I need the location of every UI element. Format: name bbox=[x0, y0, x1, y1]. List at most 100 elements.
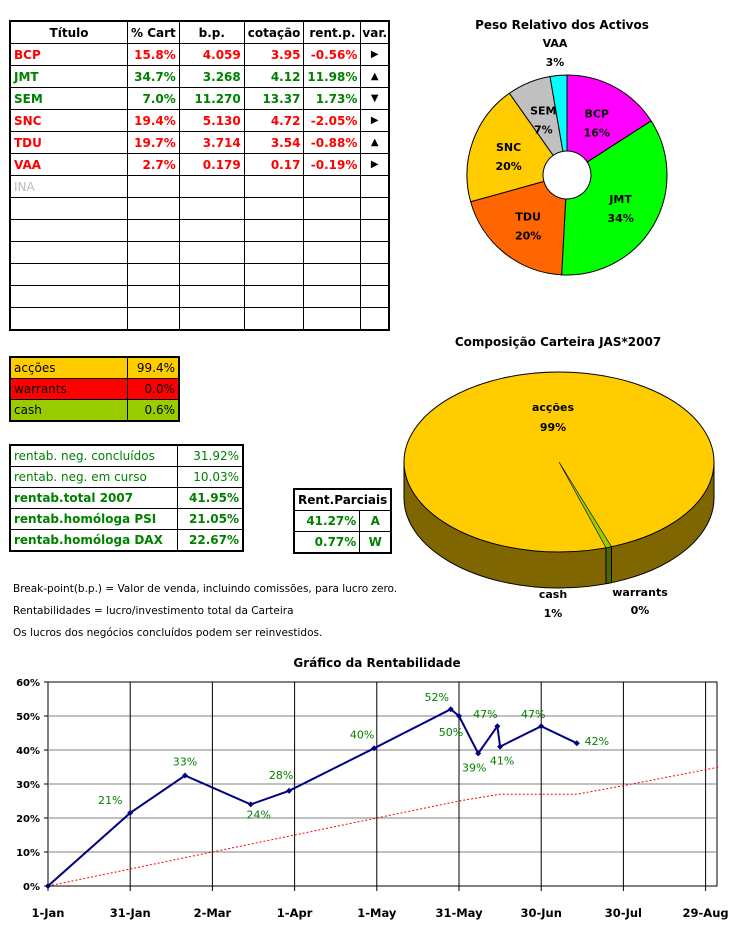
line-title: Gráfico da Rentabilidade bbox=[293, 656, 460, 670]
pie3d-percent-accoes: 99% bbox=[540, 421, 566, 434]
x-tick-label: 31-Jan bbox=[110, 906, 151, 920]
x-tick-label: 2-Mar bbox=[194, 906, 232, 920]
cell-titulo: JMT bbox=[9, 65, 128, 88]
allocation-label: cash bbox=[9, 399, 128, 422]
empty-cell bbox=[178, 307, 245, 331]
data-point-marker bbox=[45, 883, 51, 889]
donut-percent: 16% bbox=[584, 127, 610, 140]
cell-rent: -2.05% bbox=[303, 109, 362, 132]
col-cart: % Cart bbox=[127, 20, 180, 44]
x-tick-label: 29-Aug bbox=[683, 906, 729, 920]
y-tick-label: 40% bbox=[16, 746, 40, 757]
x-tick-label: 30-Jul bbox=[605, 906, 642, 920]
empty-row bbox=[9, 219, 390, 242]
pie3d-title: Composição Carteira JAS*2007 bbox=[455, 335, 661, 349]
donut-percent: 7% bbox=[534, 124, 553, 137]
x-tick-label: 31-May bbox=[435, 906, 483, 920]
returns-value: 31.92% bbox=[177, 444, 244, 467]
cell-rent: -0.56% bbox=[303, 43, 362, 66]
donut-label: JMT bbox=[608, 193, 632, 206]
donut-slice-snc bbox=[466, 92, 554, 203]
allocation-row: acções 99.4% bbox=[9, 356, 180, 379]
donut-percent: 3% bbox=[546, 56, 565, 69]
donut-slice-vaa bbox=[549, 74, 568, 152]
x-tick-label: 1-Apr bbox=[277, 906, 313, 920]
returns-label: rentab.homóloga PSI bbox=[9, 508, 178, 530]
holding-row: INA bbox=[9, 175, 390, 198]
data-label: 21% bbox=[98, 794, 122, 807]
cell-cart: 19.7% bbox=[127, 131, 180, 154]
empty-row bbox=[9, 285, 390, 308]
partials-table: Rent.Parciais 41.27% A 0.77% W bbox=[293, 488, 393, 554]
data-point-marker bbox=[371, 745, 378, 752]
partial-code: W bbox=[359, 531, 392, 554]
returns-row: rentab.homóloga DAX 22.67% bbox=[9, 529, 244, 552]
arrow-right-icon: ▶ bbox=[360, 109, 390, 132]
cell-rent: 11.98% bbox=[303, 65, 362, 88]
pie3d-side-cash bbox=[605, 546, 613, 585]
data-label: 47% bbox=[521, 708, 545, 721]
partials-row: 0.77% W bbox=[293, 531, 392, 554]
returns-row: rentab. neg. concluídos 31.92% bbox=[9, 444, 244, 467]
returns-value: 41.95% bbox=[177, 487, 244, 509]
col-rent: rent.p. bbox=[303, 20, 362, 44]
returns-row: rentab.total 2007 41.95% bbox=[9, 487, 244, 509]
holding-row: BCP 15.8% 4.059 3.95 -0.56% ▶ bbox=[9, 43, 390, 66]
data-point-marker bbox=[573, 740, 580, 747]
note-breakpoint: Break-point(b.p.) = Valor de venda, incl… bbox=[13, 583, 398, 595]
data-label: 50% bbox=[439, 726, 463, 739]
allocation-value: 0.6% bbox=[127, 399, 180, 422]
data-label: 39% bbox=[462, 761, 486, 774]
data-label: 24% bbox=[247, 808, 271, 821]
col-bp: b.p. bbox=[178, 20, 245, 44]
holding-row: JMT 34.7% 3.268 4.12 11.98% ▲ bbox=[9, 65, 390, 88]
data-label: 41% bbox=[490, 755, 514, 768]
empty-cell bbox=[9, 307, 128, 331]
pie3d-percent-cash: 1% bbox=[544, 607, 563, 620]
returns-table: rentab. neg. concluídos 31.92% rentab. neg… bbox=[9, 444, 244, 552]
donut-label: SNC bbox=[496, 141, 521, 154]
donut-percent: 34% bbox=[607, 212, 633, 225]
x-tick-label: 1-May bbox=[357, 906, 397, 920]
returns-label: rentab. neg. concluídos bbox=[9, 444, 178, 467]
cell-cot: 4.12 bbox=[243, 65, 305, 88]
holdings-table: Título % Cart b.p. cotação rent.p. var. … bbox=[9, 20, 391, 331]
note-lucros: Os lucros dos negócios concluídos podem … bbox=[13, 627, 323, 639]
data-label: 40% bbox=[350, 728, 374, 741]
donut-slice-jmt bbox=[561, 120, 668, 276]
pie3d-label-cash: cash bbox=[539, 588, 567, 601]
cell-cart: 19.4% bbox=[127, 109, 180, 132]
data-label: 47% bbox=[473, 708, 497, 721]
data-label: 28% bbox=[269, 769, 293, 782]
cell-titulo: SNC bbox=[9, 109, 128, 132]
empty-row bbox=[9, 307, 390, 331]
cell-rent: -0.88% bbox=[303, 131, 362, 154]
x-tick-label: 1-Jan bbox=[31, 906, 64, 920]
cell-bp: 11.270 bbox=[178, 87, 245, 110]
data-point-marker bbox=[497, 743, 504, 750]
donut-slice-bcp bbox=[566, 74, 652, 163]
data-point-marker bbox=[538, 723, 545, 730]
cell-cart: 15.8% bbox=[127, 43, 180, 66]
empty-cell bbox=[360, 285, 390, 308]
allocation-label: warrants bbox=[9, 378, 128, 400]
x-tick-label: 30-Jun bbox=[520, 906, 561, 920]
data-point-marker bbox=[247, 801, 254, 808]
y-tick-label: 60% bbox=[16, 678, 40, 689]
benchmark-line bbox=[47, 766, 720, 887]
data-point-marker bbox=[456, 713, 462, 719]
data-point-marker bbox=[494, 723, 501, 730]
data-point-marker bbox=[127, 809, 134, 816]
cell-titulo: VAA bbox=[9, 153, 128, 176]
partial-code: A bbox=[359, 510, 392, 532]
allocation-row: warrants 0.0% bbox=[9, 378, 180, 400]
partial-value: 41.27% bbox=[293, 510, 361, 532]
donut-percent: 20% bbox=[495, 160, 521, 173]
empty-cell bbox=[360, 307, 390, 331]
cell-cot: 3.95 bbox=[243, 43, 305, 66]
donut-title: Peso Relativo dos Activos bbox=[475, 18, 649, 32]
data-point-marker bbox=[286, 787, 293, 794]
data-label: 52% bbox=[425, 691, 449, 704]
y-tick-label: 30% bbox=[16, 780, 40, 791]
pie3d-label-accoes: acções bbox=[532, 401, 574, 414]
